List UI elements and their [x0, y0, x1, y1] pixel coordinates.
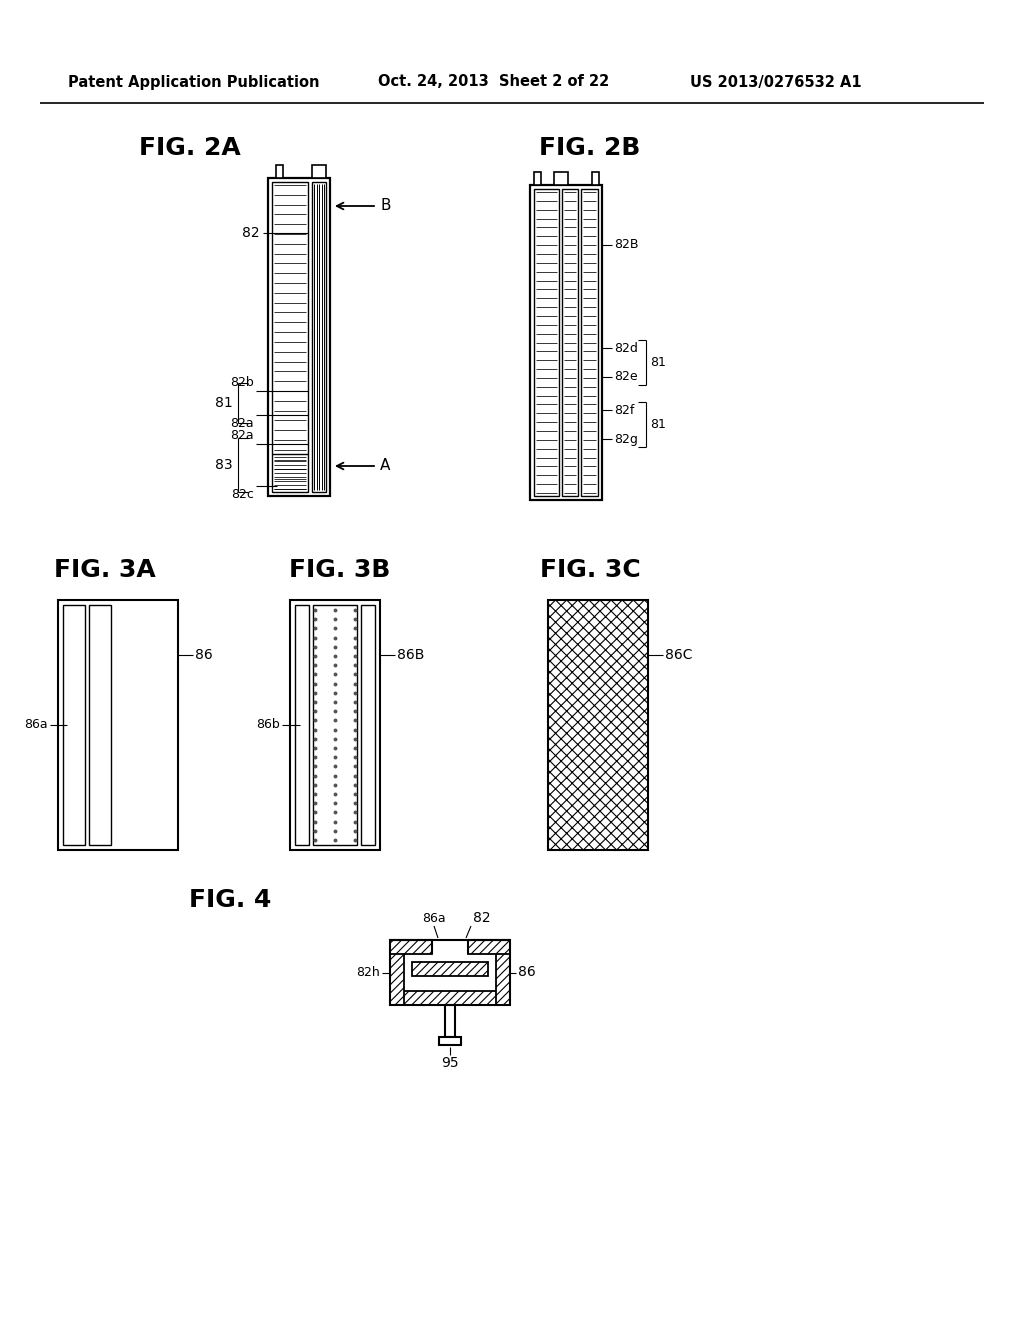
Text: 86: 86	[195, 648, 213, 663]
Bar	[439, 1038, 461, 1045]
Bar	[313, 605, 357, 845]
Text: FIG. 2B: FIG. 2B	[540, 136, 641, 160]
Text: 86a: 86a	[25, 718, 48, 731]
Text: 86a: 86a	[422, 912, 445, 924]
Bar	[89, 605, 111, 845]
Text: 81: 81	[650, 418, 666, 432]
Bar	[390, 940, 432, 954]
Text: Oct. 24, 2013  Sheet 2 of 22: Oct. 24, 2013 Sheet 2 of 22	[378, 74, 609, 90]
Text: 82: 82	[243, 226, 260, 240]
Bar	[312, 182, 326, 492]
Text: 83: 83	[215, 458, 233, 473]
Bar	[548, 601, 648, 850]
Text: FIG. 2A: FIG. 2A	[139, 136, 241, 160]
Text: 82B: 82B	[614, 239, 639, 252]
Text: A: A	[380, 458, 390, 474]
Text: 86b: 86b	[256, 718, 280, 731]
Text: FIG. 3C: FIG. 3C	[540, 558, 640, 582]
Text: 82f: 82f	[614, 404, 635, 417]
Bar	[412, 962, 488, 975]
Bar	[390, 940, 404, 1005]
Bar	[592, 172, 599, 185]
Text: 82h: 82h	[356, 966, 380, 979]
Text: 82a: 82a	[230, 417, 254, 430]
Bar	[268, 178, 330, 496]
Bar	[445, 1005, 455, 1038]
Bar	[390, 991, 510, 1005]
Text: US 2013/0276532 A1: US 2013/0276532 A1	[690, 74, 861, 90]
Text: 82d: 82d	[614, 342, 638, 355]
Bar	[390, 940, 510, 1005]
Text: 81: 81	[650, 356, 666, 370]
Text: 82e: 82e	[614, 371, 638, 384]
Bar	[468, 940, 510, 954]
Bar	[530, 185, 602, 500]
Bar	[581, 189, 598, 496]
Bar	[534, 172, 541, 185]
Bar	[562, 189, 578, 496]
Bar	[58, 601, 178, 850]
Bar	[554, 172, 568, 185]
Bar	[361, 605, 375, 845]
Text: FIG. 3A: FIG. 3A	[54, 558, 156, 582]
Bar	[496, 940, 510, 1005]
Text: 95: 95	[441, 1056, 459, 1071]
Bar	[63, 605, 85, 845]
Text: 81: 81	[215, 396, 233, 411]
Text: FIG. 3B: FIG. 3B	[290, 558, 391, 582]
Bar	[290, 601, 380, 850]
Text: 82c: 82c	[231, 488, 254, 502]
Bar	[276, 165, 283, 178]
Text: Patent Application Publication: Patent Application Publication	[68, 74, 319, 90]
Text: FIG. 4: FIG. 4	[188, 888, 271, 912]
Text: 82a: 82a	[230, 429, 254, 442]
Text: 86C: 86C	[665, 648, 692, 663]
Bar	[272, 182, 308, 492]
Text: 82: 82	[473, 911, 490, 925]
Bar	[534, 189, 559, 496]
Text: 82b: 82b	[230, 376, 254, 389]
Text: 86B: 86B	[397, 648, 424, 663]
Bar	[312, 165, 326, 178]
Bar	[295, 605, 309, 845]
Text: B: B	[380, 198, 390, 214]
Text: 86: 86	[518, 965, 536, 979]
Text: 82g: 82g	[614, 433, 638, 446]
